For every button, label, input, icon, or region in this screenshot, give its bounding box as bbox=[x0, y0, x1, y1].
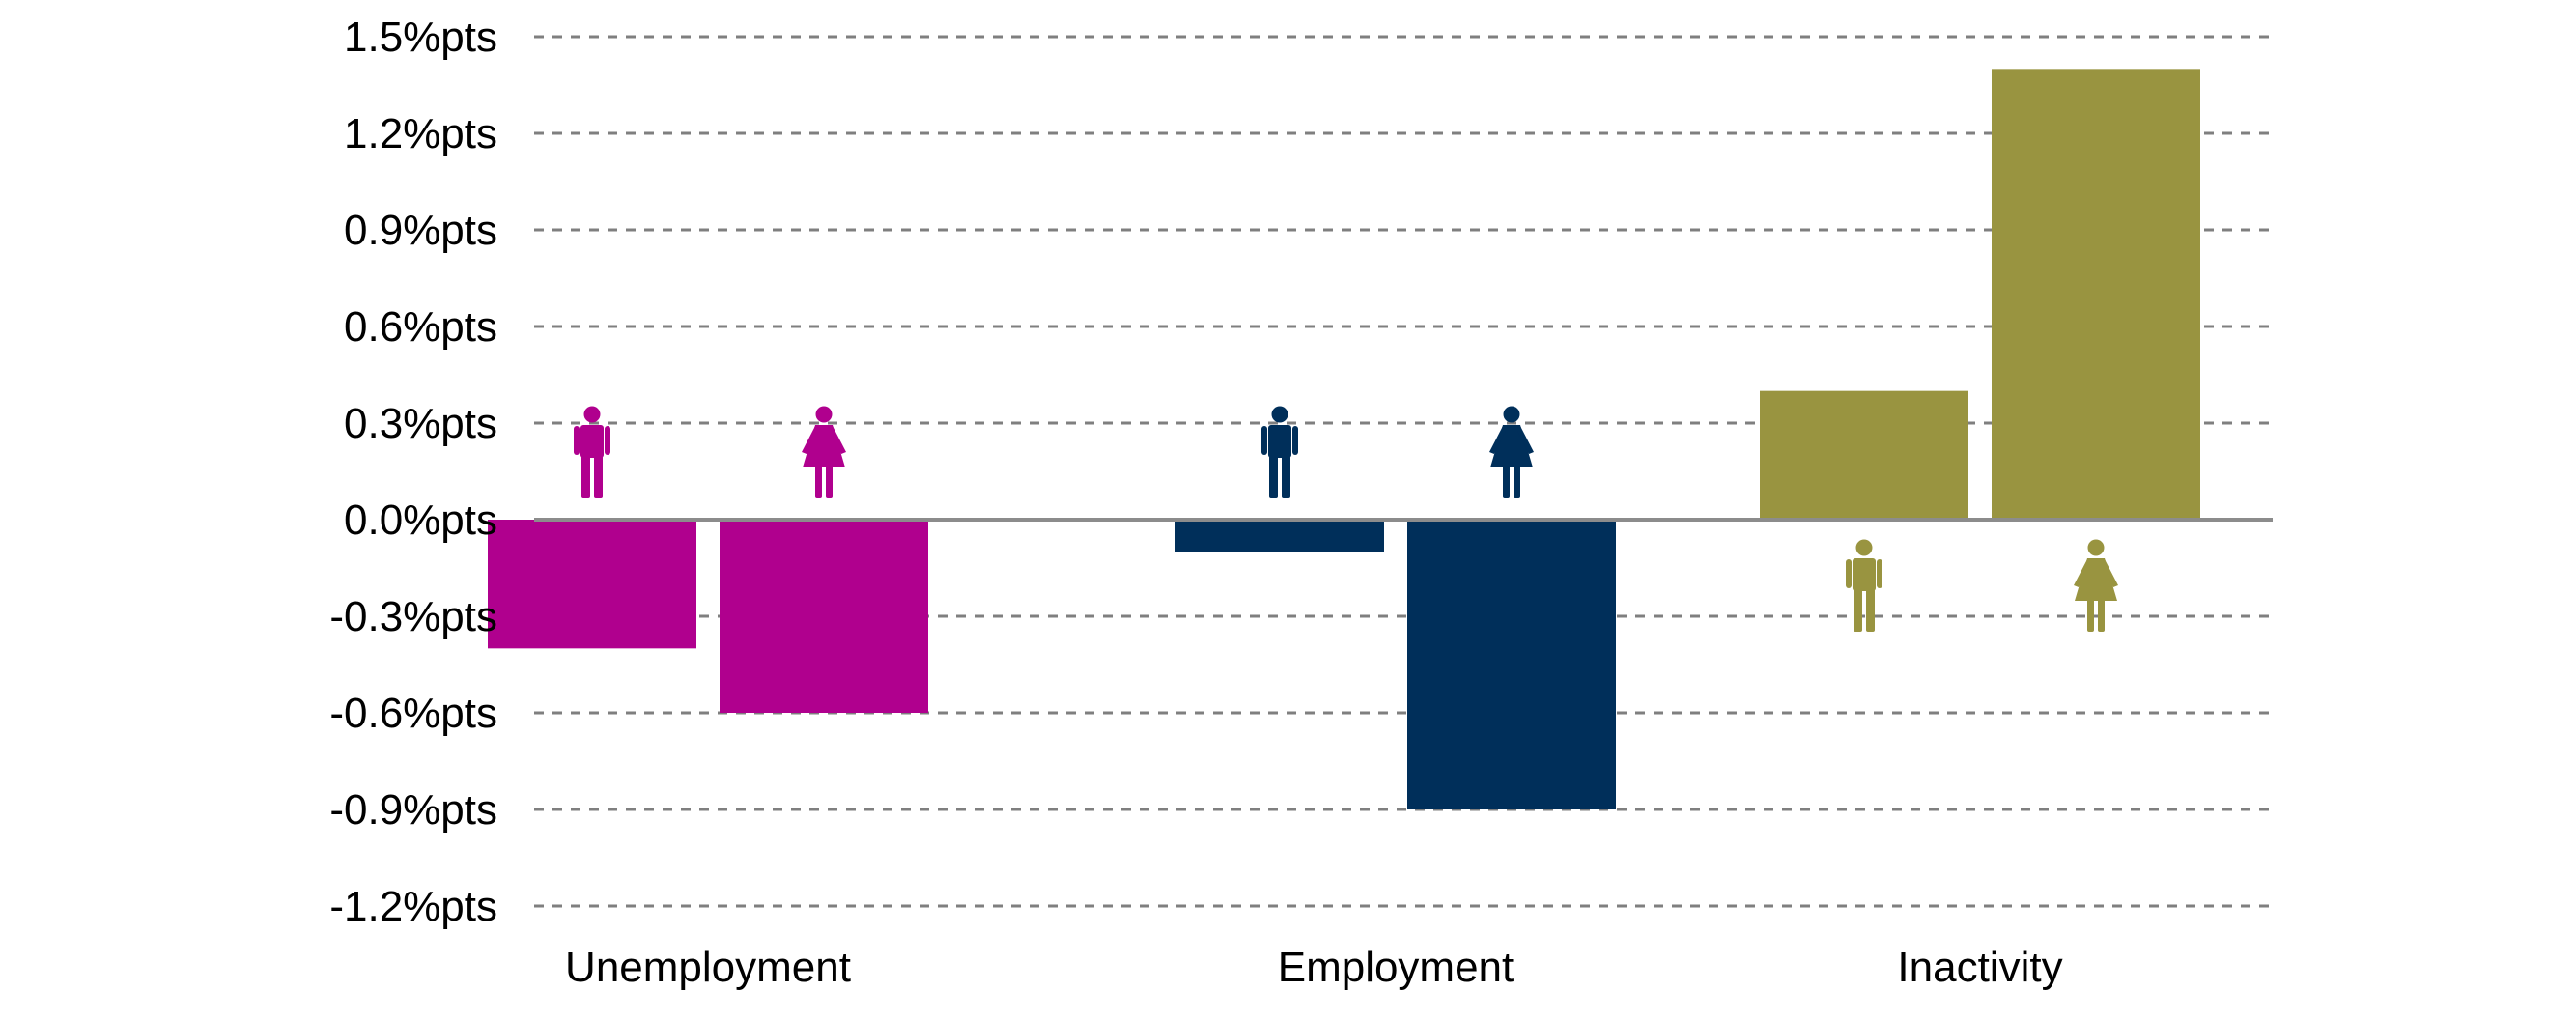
man-icon bbox=[1261, 406, 1298, 498]
x-category-label: Employment bbox=[1278, 944, 1514, 991]
x-category-label: Inactivity bbox=[1897, 944, 2062, 991]
gridlines bbox=[534, 35, 2273, 908]
bar-employment-men bbox=[1175, 520, 1384, 552]
man-icon bbox=[574, 406, 610, 498]
y-tick-label: -1.2%pts bbox=[329, 883, 497, 930]
bar-inactivity-women bbox=[1992, 69, 2200, 520]
woman-icon bbox=[2074, 539, 2118, 632]
woman-icon bbox=[802, 406, 846, 498]
bar-employment-women bbox=[1407, 520, 1616, 809]
axis-labels: 1.5%pts 1.2%pts 0.9%pts 0.6%pts 0.3%pts 0.0%p… bbox=[329, 14, 2062, 991]
y-tick-label: 0.6%pts bbox=[344, 303, 497, 351]
y-tick-label: -0.6%pts bbox=[329, 690, 497, 737]
bar-inactivity-men bbox=[1760, 390, 1968, 520]
y-tick-label: 0.3%pts bbox=[344, 400, 497, 447]
woman-icon bbox=[1489, 406, 1534, 498]
bar-unemployment-women bbox=[720, 520, 928, 713]
man-icon bbox=[1846, 539, 1882, 632]
y-tick-label: 1.5%pts bbox=[344, 14, 497, 61]
y-tick-label: 0.0%pts bbox=[344, 496, 497, 544]
x-category-label: Unemployment bbox=[565, 944, 851, 991]
y-tick-label: -0.9%pts bbox=[329, 786, 497, 834]
bar-unemployment-men bbox=[488, 520, 696, 649]
y-tick-label: 1.2%pts bbox=[344, 110, 497, 157]
bars bbox=[488, 69, 2200, 809]
y-tick-label: 0.9%pts bbox=[344, 207, 497, 254]
gender-icons bbox=[574, 406, 2118, 632]
y-tick-label: -0.3%pts bbox=[329, 593, 497, 640]
